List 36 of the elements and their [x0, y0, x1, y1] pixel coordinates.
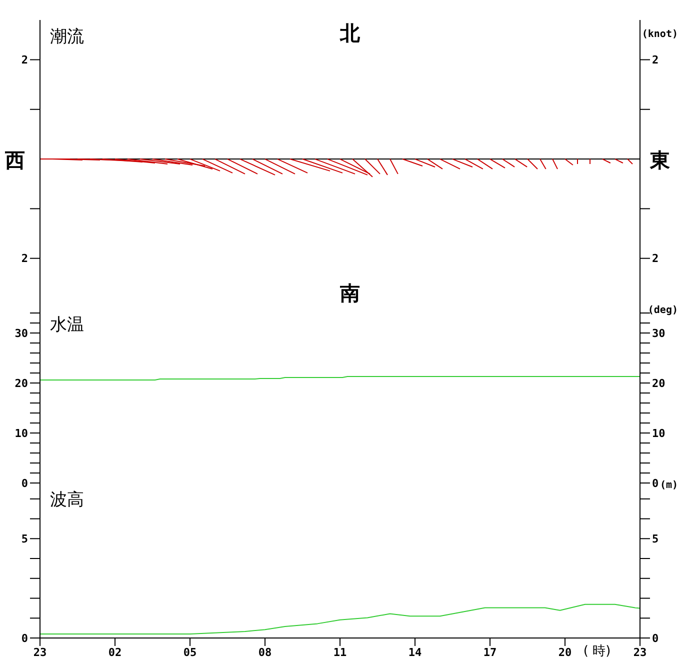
annotation: 北 — [339, 21, 361, 45]
y2-tick-label: 20 — [652, 376, 666, 390]
y2-tick-label: 10 — [652, 426, 666, 440]
x-tick-label: 23 — [33, 646, 47, 659]
x-tick-label: 17 — [483, 646, 497, 659]
chart-title: 潮流 — [50, 27, 84, 47]
y-tick-label: 0 — [21, 632, 28, 645]
x-tick-label: 20 — [558, 646, 572, 659]
x-axis-title: ( 時) — [583, 644, 611, 659]
y2-axis-title: (m) — [660, 480, 678, 491]
text: 西 — [4, 148, 25, 172]
y-tick-label: 10 — [14, 426, 28, 440]
y2-tick-label: 0 — [652, 632, 659, 645]
x-tick-label: 08 — [258, 646, 272, 659]
y-tick-label: 2 — [21, 252, 28, 266]
annotation: 南 — [339, 281, 360, 305]
y2-axis-title: (deg) — [648, 305, 678, 316]
y2-tick-label: 2 — [652, 54, 659, 67]
y2-tick-label: 30 — [652, 326, 666, 340]
y-tick-label: 30 — [14, 326, 28, 340]
chart-title: 水温 — [50, 315, 84, 335]
y-tick-label: 2 — [21, 54, 28, 67]
y2-tick-label: 2 — [652, 252, 659, 266]
x-tick-label: 14 — [408, 646, 422, 659]
y2-tick-label: 0 — [652, 476, 659, 490]
x-tick-label: 11 — [333, 646, 347, 659]
text: 波高 — [50, 490, 84, 510]
text: 東 — [649, 148, 670, 172]
y-tick-label: 20 — [14, 376, 28, 390]
y2-tick-label: 5 — [652, 532, 659, 546]
x-tick-label: 23 — [633, 646, 647, 659]
y2-axis-title: (knot) — [642, 29, 678, 40]
y-tick-label: 5 — [21, 532, 28, 546]
x-tick-label: 02 — [108, 646, 122, 659]
x-tick-label: 05 — [183, 646, 197, 659]
y-tick-label: 0 — [21, 476, 28, 490]
